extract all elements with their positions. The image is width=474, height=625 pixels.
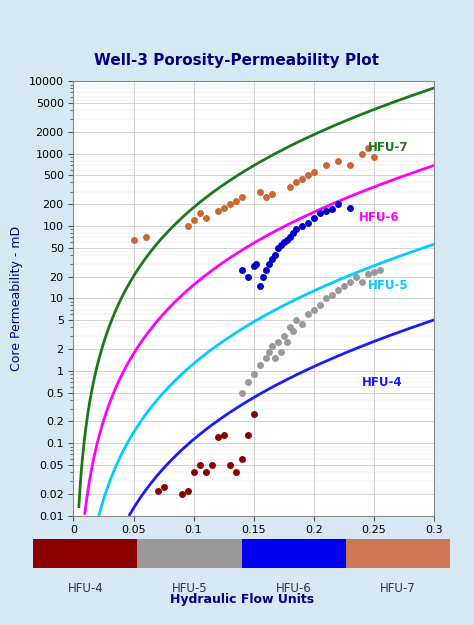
Text: Well-3 Porosity-Permeability Plot: Well-3 Porosity-Permeability Plot (94, 53, 380, 68)
Bar (33, 539, 137, 568)
Text: HFU-7: HFU-7 (368, 141, 408, 154)
Text: HFU-5: HFU-5 (368, 279, 408, 292)
Bar (346, 539, 450, 568)
Bar (242, 539, 346, 568)
Y-axis label: Core Permeability - mD: Core Permeability - mD (10, 226, 23, 371)
Bar (137, 539, 242, 568)
Text: HFU-4: HFU-4 (362, 376, 402, 389)
Text: HFU-5: HFU-5 (172, 582, 208, 595)
Text: HFU-4: HFU-4 (67, 582, 103, 595)
Text: HFU-6: HFU-6 (359, 211, 400, 224)
X-axis label: Core Porosity - v/v: Core Porosity - v/v (197, 541, 310, 554)
Text: Hydraulic Flow Units: Hydraulic Flow Units (170, 592, 314, 606)
Text: HFU-6: HFU-6 (276, 582, 312, 595)
Text: HFU-7: HFU-7 (380, 582, 416, 595)
